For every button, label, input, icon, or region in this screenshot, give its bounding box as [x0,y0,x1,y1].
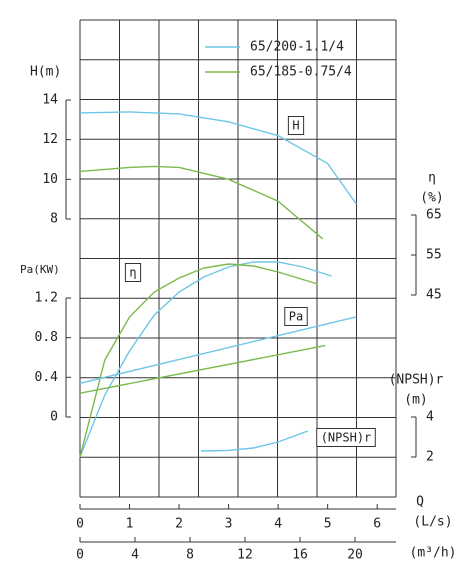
y-axis-label: (NPSH)r [389,373,444,388]
y-tick-label: 0 [50,410,58,425]
series-line [79,344,326,394]
y-axis-label: H(m) [30,65,61,80]
series-line [79,165,324,240]
series-line [200,430,309,452]
x-axis-unit: (m³/h) [410,546,457,561]
y-tick-label: 4 [426,410,434,425]
y-axis-label: Pa(KW) [20,263,60,276]
x-tick-label: 4 [274,517,282,532]
annotation: H [292,119,299,133]
x-tick-label: 16 [292,548,308,563]
x-tick-label: 6 [373,517,381,532]
y-tick-label: 1.2 [35,291,58,306]
legend-label: 65/200-1.1/4 [250,40,344,55]
x-tick-label: 0 [76,517,84,532]
annotation: Pa [289,310,303,324]
legend-label: 65/185-0.75/4 [250,65,352,80]
y-axis-unit: (m) [404,393,427,408]
x-tick-label: 0 [76,548,84,563]
y-tick-label: 0.4 [35,370,59,385]
x-tick-label: 5 [324,517,332,532]
y-tick-label: 0.8 [35,330,58,345]
y-tick-label: 10 [42,172,58,187]
x-axis-unit: (L/s) [413,515,452,530]
annotation: (NPSH)r [321,431,372,445]
series-line [79,111,357,205]
x-tick-label: 12 [237,548,253,563]
y-tick-label: 65 [426,208,442,223]
annotation-box [287,116,305,135]
y-tick-label: 2 [426,450,434,465]
x-tick-label: 8 [186,548,194,563]
series-line [79,316,357,384]
y-tick-label: 14 [42,93,58,108]
y-axis-label: η [428,171,436,186]
y-tick-label: 55 [426,248,442,263]
y-tick-label: 12 [42,132,58,147]
x-tick-label: 3 [225,517,233,532]
annotation-box [124,263,142,282]
annotation: η [129,266,136,280]
x-axis-label: Q [416,495,424,510]
annotation-box [316,428,376,447]
x-tick-label: 1 [126,517,134,532]
annotation-box [284,307,308,326]
x-tick-label: 20 [347,548,363,563]
series-line [79,261,332,458]
y-tick-label: 8 [50,212,58,227]
y-axis-unit: (%) [420,191,443,206]
y-tick-label: 45 [426,288,442,303]
x-tick-label: 2 [175,517,183,532]
x-tick-label: 4 [131,548,139,563]
series-line [79,263,318,458]
